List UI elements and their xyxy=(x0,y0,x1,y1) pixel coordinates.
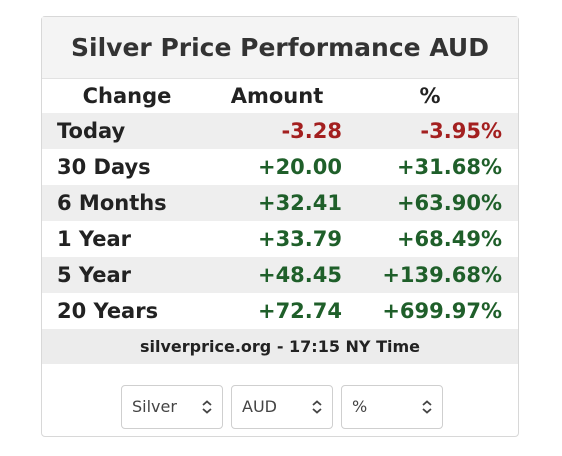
data-row: 5 Year +48.45 +139.68% xyxy=(42,257,518,293)
chevron xyxy=(202,400,212,414)
footer: silverprice.org - 17:15 NY Time xyxy=(42,329,518,364)
amount-cell: -3.28 xyxy=(212,113,342,149)
select-value: AUD xyxy=(242,397,277,416)
chevron xyxy=(422,400,432,414)
amount-cell: +72.74 xyxy=(257,299,342,323)
select-group: Silver AUD % xyxy=(121,385,443,429)
widget-title: Silver Price Performance AUD xyxy=(42,17,518,79)
metal-select[interactable]: Silver xyxy=(121,385,223,429)
amount-cell: +20.00 xyxy=(257,155,342,179)
percent-cell: +699.97% xyxy=(382,299,502,323)
performance-table: Change Amount% Today -3.28 -3.95% 30 Days +20… xyxy=(42,79,518,329)
select-value: Silver xyxy=(132,397,177,416)
amount-cell: +33.79 xyxy=(257,227,342,251)
percent-cell: +68.49% xyxy=(396,227,502,251)
column-header: % xyxy=(419,84,441,108)
percent-cell: -3.95% xyxy=(342,113,518,149)
data-row: Today -3.28 -3.95% xyxy=(42,113,518,149)
percent-cell: +63.90% xyxy=(342,185,518,221)
header-row: Change Amount% xyxy=(42,79,518,113)
price-widget: Silver Price Performance AUD Change Amoun… xyxy=(41,16,519,437)
data-row: 1 Year +33.79 +68.49% xyxy=(42,221,518,257)
period-label: 6 Months xyxy=(42,185,212,221)
percent-cell: +31.68% xyxy=(396,155,502,179)
column-header: Change xyxy=(82,84,172,108)
data-row: 6 Months +32.41 +63.90% xyxy=(42,185,518,221)
data-row: 30 Days +20.00 +31.68% xyxy=(42,149,518,185)
chevron xyxy=(312,400,322,414)
amount-cell: +48.45 xyxy=(212,257,342,293)
period-label: 20 Years xyxy=(57,299,159,323)
period-label: Today xyxy=(42,113,212,149)
data-row: 20 Years +72.74 +699.97% xyxy=(42,293,518,329)
select-value: % xyxy=(352,397,368,416)
period-label: 5 Year xyxy=(42,257,212,293)
mode-select[interactable]: % xyxy=(341,385,443,429)
column-header: Amount xyxy=(230,84,324,108)
amount-cell: +32.41 xyxy=(212,185,342,221)
currency-select[interactable]: AUD xyxy=(231,385,333,429)
period-label: 30 Days xyxy=(57,155,151,179)
percent-cell: +139.68% xyxy=(342,257,518,293)
period-label: 1 Year xyxy=(57,227,131,251)
